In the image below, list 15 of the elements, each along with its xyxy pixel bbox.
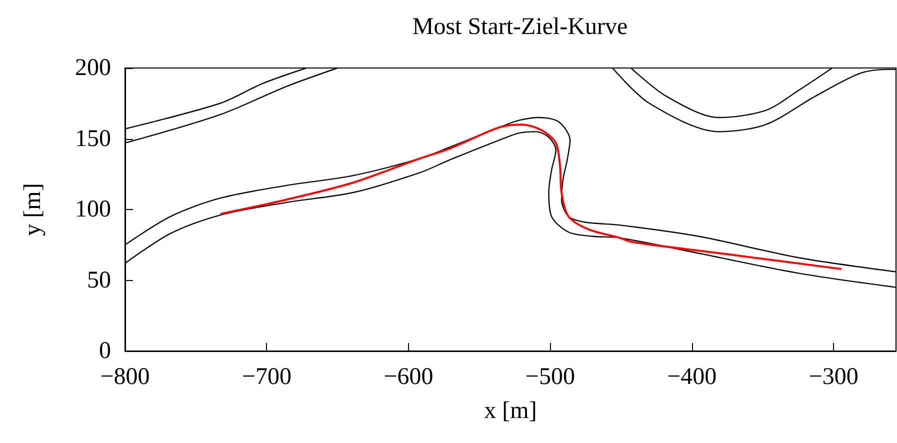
x-tick-label: −600 — [384, 364, 434, 390]
x-tick-label: −500 — [525, 364, 575, 390]
y-tick-label: 200 — [75, 55, 111, 81]
chart-title: Most Start-Ziel-Kurve — [412, 14, 628, 40]
y-tick-label: 0 — [99, 338, 111, 364]
x-axis-title: x [m] — [484, 398, 537, 424]
x-tick-label: −800 — [100, 364, 150, 390]
line-series — [220, 124, 842, 270]
y-tick-label: 50 — [87, 267, 111, 294]
y-tick-label: 150 — [75, 126, 111, 152]
x-tick-label: −300 — [808, 364, 858, 390]
x-tick-label: −400 — [667, 364, 717, 390]
y-tick-label: 100 — [75, 196, 111, 222]
x-tick-label: −700 — [242, 364, 292, 390]
y-axis-title: y [m] — [20, 183, 46, 236]
